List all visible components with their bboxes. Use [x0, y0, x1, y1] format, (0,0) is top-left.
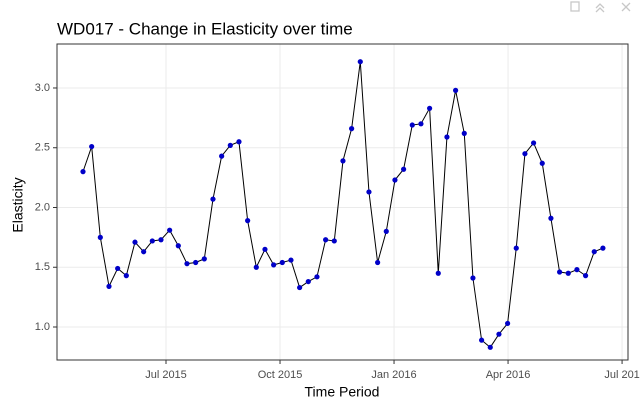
point [574, 267, 580, 273]
point [227, 142, 233, 148]
point [513, 245, 519, 251]
point [392, 177, 398, 183]
window-controls [570, 1, 631, 13]
x-axis-title: Time Period [305, 384, 380, 400]
point [496, 331, 502, 337]
point [530, 140, 537, 146]
point [340, 158, 346, 164]
point [461, 130, 467, 136]
point [288, 257, 294, 263]
point [141, 249, 147, 255]
point [435, 270, 441, 276]
point [375, 259, 381, 266]
x-tick-label: Apr 2016 [486, 369, 531, 381]
point [331, 238, 337, 244]
y-tick-label: 2.5 [35, 142, 50, 154]
point [522, 151, 528, 157]
point [236, 139, 242, 145]
point [201, 256, 207, 262]
point [123, 273, 129, 279]
plot-marks [80, 59, 606, 350]
x-tick-label: Jul 201 [604, 369, 639, 381]
x-tick-label: Oct 2015 [258, 369, 303, 381]
point [548, 215, 554, 221]
grid [57, 44, 628, 360]
point [504, 320, 511, 327]
point [314, 274, 320, 280]
y-tick-label: 1.0 [35, 321, 50, 333]
point [444, 134, 450, 140]
panel-border [56, 43, 629, 361]
point [487, 344, 493, 350]
x-tick-label: Jan 2016 [371, 369, 416, 381]
popout-icon[interactable] [570, 1, 580, 12]
point [106, 283, 112, 289]
point [297, 284, 303, 291]
point [253, 264, 259, 270]
point [97, 234, 103, 240]
y-tick-label: 3.0 [35, 82, 50, 94]
y-axis-title: Elasticity [10, 177, 26, 232]
point [556, 269, 563, 275]
point [149, 238, 155, 244]
point [158, 237, 164, 243]
close-icon[interactable] [621, 2, 631, 12]
point [383, 228, 389, 235]
point [245, 218, 251, 224]
y-tick-label: 2.0 [35, 201, 50, 213]
point [305, 278, 311, 285]
point [470, 275, 476, 281]
point [184, 261, 190, 267]
point [582, 273, 589, 279]
point [539, 160, 545, 166]
line [82, 61, 604, 349]
point [219, 153, 225, 159]
point [453, 87, 459, 93]
point [427, 105, 433, 111]
point [271, 262, 277, 268]
chart-title: WD017 - Change in Elasticity over time [57, 19, 353, 38]
collapse-icon[interactable] [595, 3, 605, 13]
point [418, 121, 424, 127]
point [591, 249, 597, 255]
point [479, 337, 485, 343]
point [565, 270, 571, 276]
point [210, 196, 216, 202]
point [115, 265, 121, 272]
x-tick-label: Jul 2015 [145, 369, 187, 381]
point [175, 243, 181, 249]
point [349, 126, 355, 132]
point [401, 166, 407, 172]
point [279, 259, 285, 266]
point [89, 143, 95, 150]
point [80, 169, 86, 175]
y-tick-label: 1.5 [35, 261, 50, 273]
point [193, 259, 199, 266]
point [132, 239, 138, 245]
point [357, 59, 363, 65]
point [323, 237, 329, 243]
point [366, 189, 372, 195]
point [600, 245, 606, 251]
point [262, 246, 268, 252]
point [409, 122, 415, 128]
point [167, 227, 173, 233]
